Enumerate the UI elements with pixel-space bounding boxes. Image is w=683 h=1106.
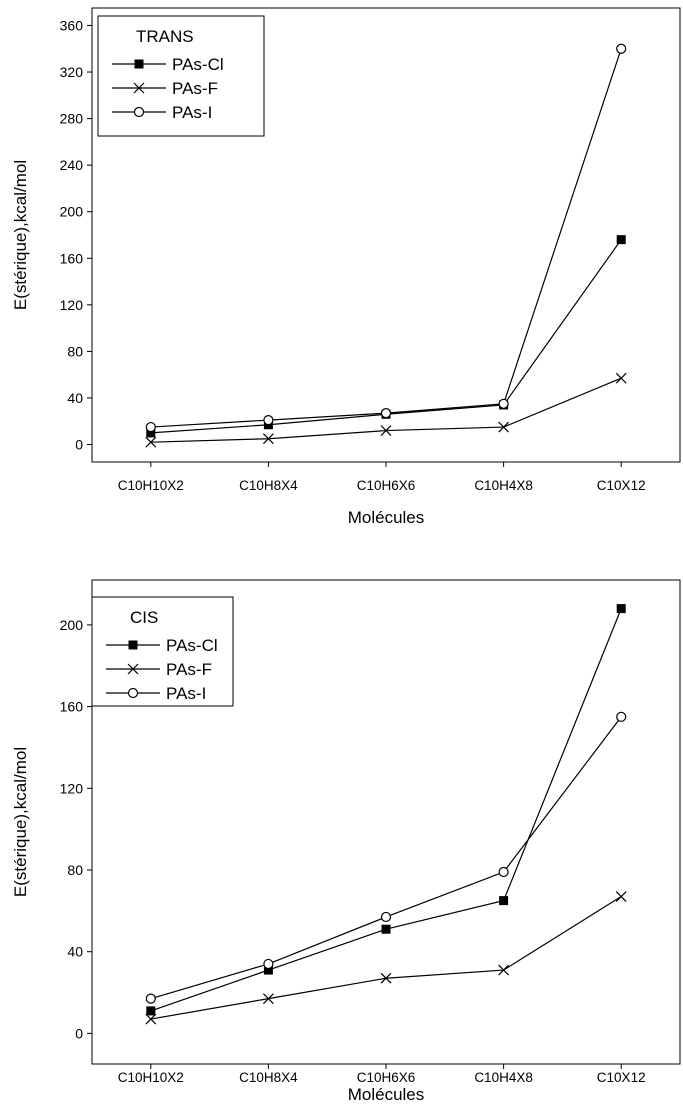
data-point: [262, 433, 274, 445]
x-axis-title: Molécules: [348, 508, 425, 527]
y-tick-label: 160: [60, 250, 84, 266]
y-axis-title: E(stérique),kcal/mol: [11, 160, 30, 310]
data-point: [145, 993, 156, 1004]
legend-box: [91, 596, 234, 707]
y-tick-label: 0: [75, 1025, 83, 1041]
legend-marker: [134, 59, 144, 69]
legend-label: PAs-F: [172, 79, 218, 98]
y-tick-label: 320: [60, 64, 84, 80]
data-point: [616, 43, 627, 54]
y-tick-label: 280: [60, 111, 84, 127]
x-tick-label: C10H8X4: [239, 478, 298, 493]
data-point: [498, 866, 509, 878]
data-point: [380, 972, 392, 984]
data-point: [380, 408, 392, 419]
series-line: [150, 239, 622, 434]
x-tick-label: C10H4X8: [474, 478, 533, 493]
x-tick-label: C10H10X2: [118, 1070, 184, 1085]
legend-marker: [127, 663, 139, 675]
y-tick-label: 80: [67, 343, 83, 359]
legend-marker: [133, 82, 145, 94]
x-tick-label: C10H10X2: [118, 478, 184, 493]
legend: CIS PAs-Cl PAs-F PAs-I: [91, 596, 234, 707]
legend-marker: [133, 106, 145, 118]
data-point: [615, 891, 627, 902]
data-point: [380, 911, 392, 923]
y-tick-label: 80: [67, 862, 83, 878]
data-point: [498, 398, 509, 409]
data-point: [380, 425, 392, 436]
y-tick-label: 200: [60, 204, 84, 220]
data-point: [616, 235, 626, 245]
legend-label: PAs-F: [166, 660, 212, 679]
legend: TRANS PAs-Cl PAs-F PAs-I: [97, 15, 265, 137]
data-point: [146, 428, 156, 438]
series-line: [150, 716, 622, 1000]
data-point: [616, 604, 626, 614]
x-tick-label: C10H6X6: [357, 1070, 416, 1085]
legend-label: PAs-I: [166, 684, 206, 703]
y-tick-label: 240: [60, 157, 84, 173]
chart-1: 0 40 80 120 160 200 240 280 320 360 C10H10X2 C10H8X…: [11, 7, 681, 527]
data-point: [616, 711, 627, 722]
series-pas-f: [145, 891, 627, 1025]
data-point: [262, 993, 274, 1005]
series-pas-i: [145, 43, 627, 433]
data-point: [263, 965, 273, 975]
y-axis-title: E(stérique),kcal/mol: [11, 747, 30, 897]
legend-label: PAs-I: [172, 103, 212, 122]
legend-title: CIS: [130, 608, 158, 627]
series-pas-cl: [146, 235, 626, 438]
data-point: [146, 1006, 156, 1016]
legend-title: TRANS: [136, 27, 194, 46]
data-point: [498, 421, 510, 433]
y-tick-label: 0: [75, 437, 83, 453]
y-tick-label: 120: [60, 780, 84, 796]
data-point: [145, 1013, 157, 1025]
series-pas-cl: [146, 604, 626, 1016]
data-point: [145, 436, 157, 448]
series-pas-i: [145, 711, 627, 1004]
legend-label: PAs-Cl: [166, 636, 218, 655]
data-point: [263, 958, 274, 970]
x-tick-label: C10H4X8: [474, 1070, 533, 1085]
y-tick-label: 40: [67, 390, 83, 406]
data-point: [499, 896, 509, 906]
legend-marker: [127, 687, 139, 699]
data-point: [381, 924, 391, 934]
y-tick-label: 120: [60, 297, 84, 313]
y-tick-label: 160: [60, 699, 84, 715]
x-tick-label: C10H6X6: [357, 478, 416, 493]
legend-label: PAs-Cl: [172, 55, 224, 74]
legend-box: [97, 15, 265, 137]
data-point: [498, 964, 510, 976]
x-tick-label: C10H8X4: [239, 1070, 298, 1085]
y-tick-label: 360: [60, 17, 84, 33]
series-pas-f: [145, 372, 627, 448]
x-tick-label: C10X12: [597, 478, 646, 493]
data-point: [263, 414, 274, 426]
chart-2: 0 40 80 120 160 200 C10H10X2 C10H8X4 C10H6X6 C10H…: [11, 579, 681, 1104]
data-point: [615, 372, 627, 384]
x-tick-label: C10X12: [597, 1070, 646, 1085]
x-axis-title: Molécules: [348, 1085, 425, 1104]
legend-marker: [128, 640, 138, 650]
y-tick-label: 40: [67, 944, 83, 960]
data-point: [145, 421, 156, 433]
y-tick-label: 200: [60, 617, 84, 633]
